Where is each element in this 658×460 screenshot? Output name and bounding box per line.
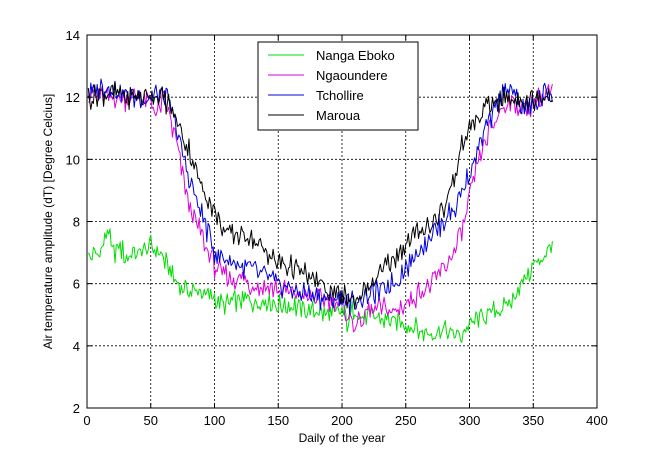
legend-label: Nanga Eboko [316, 48, 395, 63]
x-tick-label: 350 [522, 413, 544, 428]
x-tick-label: 200 [331, 413, 353, 428]
grid [87, 35, 597, 408]
legend-label: Tchollire [316, 88, 364, 103]
y-tick-label: 10 [66, 152, 80, 167]
x-tick-label: 400 [586, 413, 608, 428]
legend: Nanga Eboko Ngaoundere Tchollire Maroua [257, 41, 419, 131]
y-tick-label: 14 [66, 28, 80, 43]
series-line-2 [87, 78, 553, 315]
x-axis-label: Daily of the year [299, 431, 386, 445]
x-tick-label: 250 [395, 413, 417, 428]
series-line-3 [87, 81, 553, 309]
x-tick-label: 100 [204, 413, 226, 428]
y-tick-label: 2 [73, 401, 80, 416]
y-axis-label: Air temperature amplitude (dT) [Degree C… [41, 94, 55, 349]
series-lines [87, 78, 553, 343]
y-tick-label: 12 [66, 90, 80, 105]
legend-label: Maroua [316, 108, 361, 123]
y-tick-label: 8 [73, 215, 80, 230]
axis-ticks: 0 50 100 150 200 250 300 350 400 2 4 6 8 10 12 14 [66, 28, 608, 428]
x-tick-label: 300 [459, 413, 481, 428]
legend-label: Ngaoundere [316, 68, 388, 83]
x-tick-label: 0 [83, 413, 90, 428]
x-tick-label: 150 [267, 413, 289, 428]
y-tick-label: 6 [73, 277, 80, 292]
y-tick-label: 4 [73, 339, 80, 354]
x-tick-label: 50 [144, 413, 158, 428]
